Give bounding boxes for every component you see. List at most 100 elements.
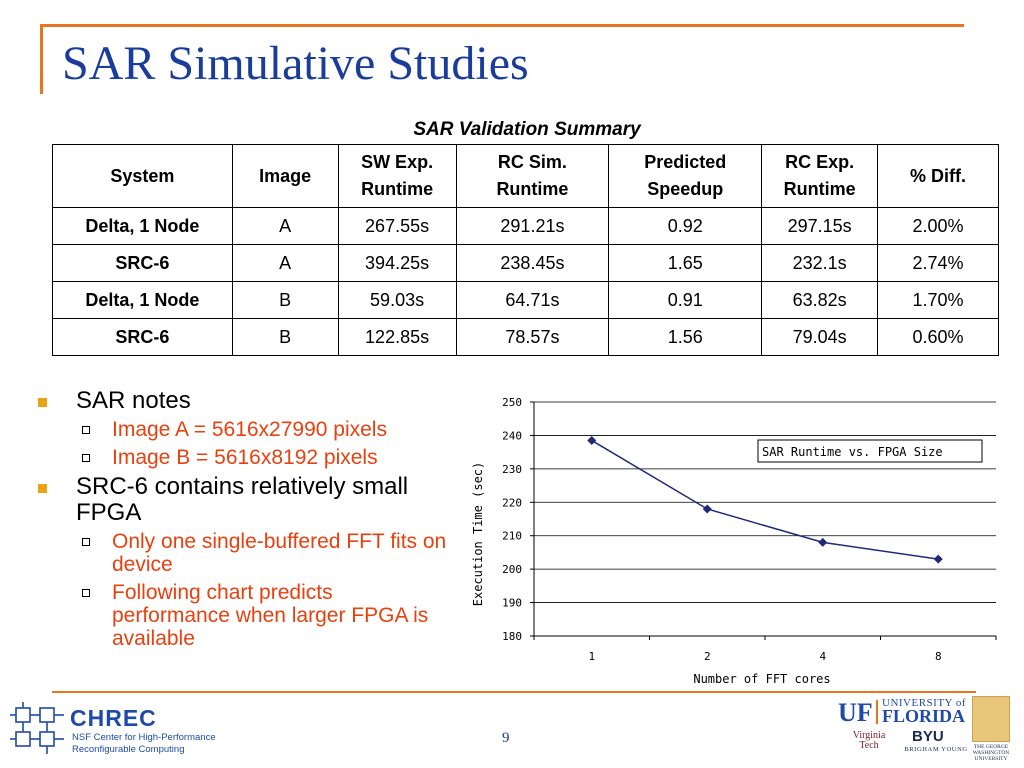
table-cell: 2.00% <box>877 207 999 245</box>
table-cell: A <box>231 244 339 282</box>
header-sw-exp-runtime: SW Exp. Runtime <box>337 144 457 208</box>
chrec-subtitle-line2: Reconfigurable Computing <box>72 744 184 755</box>
data-point <box>933 554 943 564</box>
table-row: SRC-6 B 122.85s 78.57s 1.56 79.04s 0.60% <box>52 318 999 356</box>
table-cell: 0.92 <box>608 207 763 245</box>
hollow-square-bullet-icon <box>82 538 90 546</box>
table-cell: 238.45s <box>455 244 610 282</box>
table-row: Delta, 1 Node B 59.03s 64.71s 0.91 63.82… <box>52 281 999 319</box>
sub-bullet-text: Image A = 5616x27990 pixels <box>112 418 387 441</box>
table-cell: 78.57s <box>455 318 610 356</box>
virginia-tech-logo: Virginia Tech <box>842 731 896 751</box>
sub-bullet-text: Image B = 5616x8192 pixels <box>112 446 378 469</box>
table-cell: 0.60% <box>877 318 999 356</box>
y-tick-label: 210 <box>502 530 522 543</box>
x-tick-label: 4 <box>819 650 826 663</box>
vt-line2: Tech <box>859 740 879 751</box>
y-tick-label: 240 <box>502 429 522 442</box>
chart-title-box <box>757 439 983 463</box>
bullet-text: SAR notes <box>76 387 191 414</box>
x-tick-label: 8 <box>935 650 942 663</box>
x-tick-label: 2 <box>704 650 711 663</box>
y-tick-label: 230 <box>502 463 522 476</box>
bullet-item: SAR notes <box>36 388 456 414</box>
bullet-item: SRC-6 contains relatively small FPGA <box>36 474 456 526</box>
hollow-square-bullet-icon <box>82 589 90 597</box>
chart-title: SAR Runtime vs. FPGA Size <box>762 445 943 459</box>
table-caption: SAR Validation Summary <box>413 119 641 140</box>
table-cell-system: Delta, 1 Node <box>52 207 233 245</box>
sub-bullet-item: Only one single-buffered FFT fits on dev… <box>36 530 456 576</box>
title-frame-left-rule <box>40 24 43 94</box>
y-tick-label: 190 <box>502 597 522 610</box>
table-cell: 2.74% <box>877 244 999 282</box>
table-cell: 1.56 <box>608 318 763 356</box>
table-cell-system: SRC-6 <box>52 244 233 282</box>
header-percent-diff: % Diff. <box>877 144 999 208</box>
hollow-square-bullet-icon <box>82 454 90 462</box>
runtime-vs-fpga-size-chart: 250 240 230 220 210 200 190 180 1 2 4 8 Execution … <box>471 396 997 686</box>
x-axis-label: Number of FFT cores <box>693 672 830 686</box>
square-bullet-icon <box>38 484 47 493</box>
gwu-logo-text: THE GEORGE WASHINGTON UNIVERSITY <box>972 744 1010 762</box>
table-cell: 394.25s <box>337 244 457 282</box>
chrec-wordmark: CHREC <box>70 705 157 731</box>
table-cell: 1.65 <box>608 244 763 282</box>
data-point <box>587 435 597 445</box>
header-rc-exp-runtime: RC Exp. Runtime <box>761 144 879 208</box>
table-cell: 122.85s <box>337 318 457 356</box>
uf-logo-divider <box>876 700 878 724</box>
header-system: System <box>52 144 233 208</box>
y-tick-label: 220 <box>502 496 522 509</box>
table-row: Delta, 1 Node A 267.55s 291.21s 0.92 297… <box>52 207 999 245</box>
header-rc-sim-runtime: RC Sim. Runtime <box>455 144 610 208</box>
slide-title: SAR Simulative Studies <box>62 37 529 90</box>
sub-bullet-item: Image B = 5616x8192 pixels <box>36 446 456 469</box>
sub-bullet-item: Image A = 5616x27990 pixels <box>36 418 456 441</box>
y-tick-label: 180 <box>502 630 522 643</box>
data-point <box>702 504 712 514</box>
table-cell: 63.82s <box>761 281 879 319</box>
table-cell-system: SRC-6 <box>52 318 233 356</box>
hollow-square-bullet-icon <box>82 426 90 434</box>
uf-logo-university: UNIVERSITY of <box>882 697 966 709</box>
title-frame-top-rule <box>40 24 964 27</box>
byu-logo-subtitle: BRIGHAM YOUNG <box>904 746 968 753</box>
sub-bullet-text: Only one single-buffered FFT fits on dev… <box>112 530 447 576</box>
table-cell-system: Delta, 1 Node <box>52 281 233 319</box>
y-tick-label: 250 <box>502 396 522 409</box>
header-predicted-speedup: Predicted Speedup <box>608 144 763 208</box>
header-image: Image <box>231 144 339 208</box>
x-tick-label: 1 <box>588 650 595 663</box>
table-cell: A <box>231 207 339 245</box>
footer-rule <box>52 691 976 693</box>
y-tick-label: 200 <box>502 563 522 576</box>
y-axis-label: Execution Time (sec) <box>471 462 485 607</box>
table-header-row: System Image SW Exp. Runtime RC Sim. Runti… <box>52 144 999 208</box>
vt-line1: Virginia <box>852 730 886 741</box>
sub-bullet-text: Following chart predicts performance whe… <box>112 581 429 650</box>
table-cell: 0.91 <box>608 281 763 319</box>
data-point <box>818 537 828 547</box>
chrec-logo: CHREC NSF Center for High-Performance Re… <box>10 702 216 755</box>
bullet-text: SRC-6 contains relatively small FPGA <box>76 473 409 526</box>
gwu-portrait-icon <box>972 696 1010 742</box>
uf-logo-mark: UF <box>838 698 873 727</box>
table-cell: 59.03s <box>337 281 457 319</box>
validation-summary-table: System Image SW Exp. Runtime RC Sim. Runti… <box>52 144 999 356</box>
table-cell: 79.04s <box>761 318 879 356</box>
chrec-subtitle-line1: NSF Center for High-Performance <box>72 732 216 743</box>
table-cell: 291.21s <box>455 207 610 245</box>
table-cell: 1.70% <box>877 281 999 319</box>
table-cell: B <box>231 318 339 356</box>
byu-logo: BYU <box>912 728 944 745</box>
table-cell: 297.15s <box>761 207 879 245</box>
table-cell: 64.71s <box>455 281 610 319</box>
bullet-notes: SAR notes Image A = 5616x27990 pixels Im… <box>36 388 456 655</box>
table-cell: 267.55s <box>337 207 457 245</box>
uf-logo-florida: FLORIDA <box>882 706 966 726</box>
page-number: 9 <box>502 730 510 746</box>
series-line <box>591 439 939 560</box>
table-row: SRC-6 A 394.25s 238.45s 1.65 232.1s 2.74… <box>52 244 999 282</box>
table-cell: B <box>231 281 339 319</box>
